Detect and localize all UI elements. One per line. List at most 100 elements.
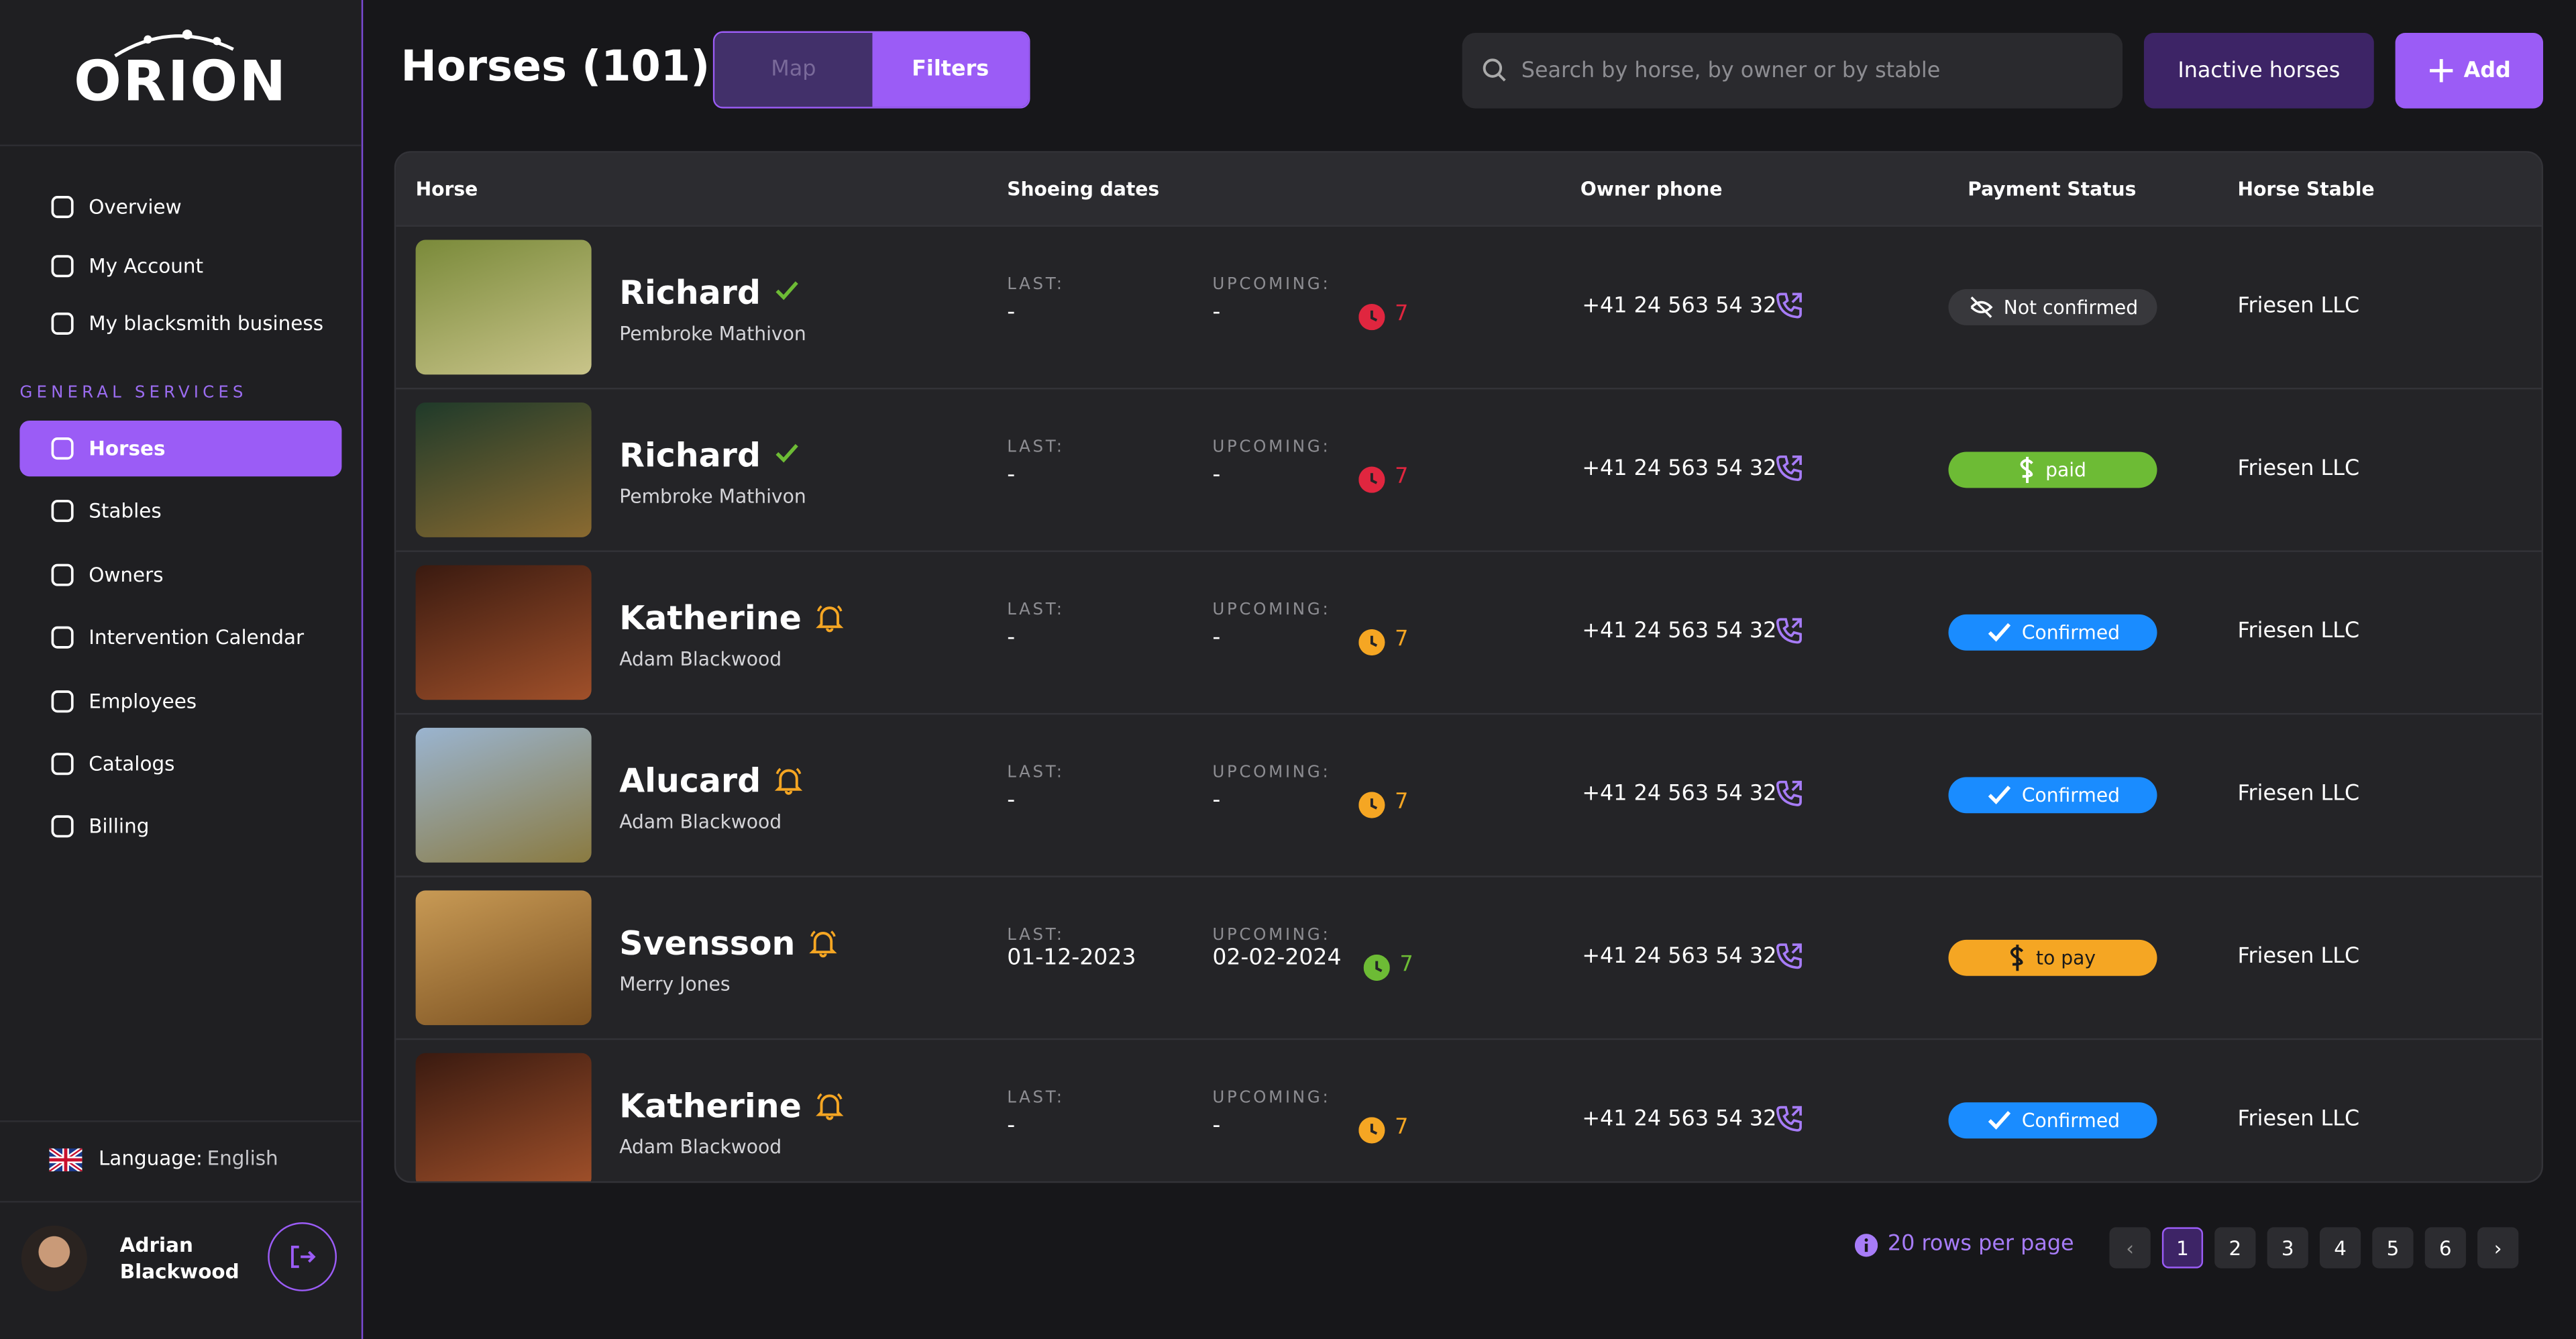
payment-label: Confirmed	[2021, 784, 2121, 807]
divider	[0, 1120, 362, 1122]
language-label: Language:	[98, 1146, 203, 1170]
page-button[interactable]: 1	[2161, 1227, 2204, 1269]
last-date: -	[1007, 624, 1016, 651]
page-title: Horses (101)	[400, 42, 710, 93]
nav-icon	[49, 813, 75, 839]
payment-label: to pay	[2036, 946, 2096, 969]
upcoming-label: UPCOMING:	[1212, 601, 1331, 620]
icon-part	[2020, 456, 2033, 484]
horse-owner: Adam Blackwood	[619, 647, 782, 671]
table-row[interactable]: Katherine Adam Blackwood LAST: - UPCOMING: - 7…	[396, 550, 2542, 712]
nav-item[interactable]: Billing	[19, 798, 341, 854]
icon-part	[775, 281, 798, 301]
nav-item[interactable]: Horses	[19, 420, 342, 477]
language-value[interactable]: English	[207, 1146, 278, 1170]
payment-status: Not confirmed	[1948, 289, 2157, 325]
table-row[interactable]: Richard Pembroke Mathivon LAST: - UPCOMING: -…	[396, 225, 2542, 388]
status-icon	[773, 278, 800, 311]
last-label: LAST:	[1007, 1089, 1065, 1108]
icon-part	[1776, 943, 1802, 969]
icon-part	[2020, 456, 2033, 484]
clock-icon	[1363, 954, 1390, 987]
icon-part	[1776, 455, 1802, 481]
prev-page[interactable]: ‹	[2109, 1227, 2151, 1269]
inactive-button[interactable]: Inactive horses	[2143, 32, 2374, 109]
rows-per-page[interactable]: 20 rows per page	[1854, 1232, 2074, 1256]
nav-label: Employees	[89, 690, 197, 713]
page-button[interactable]: 3	[2267, 1227, 2308, 1269]
icon-part	[182, 30, 193, 40]
horse-stable: Friesen LLC	[2237, 945, 2360, 969]
horse-photo	[415, 565, 592, 700]
view-toggle: Map Filters	[712, 31, 1030, 109]
icon-part	[51, 312, 74, 335]
nav-label: My Account	[89, 254, 204, 277]
icon-part	[213, 37, 221, 46]
payment-label: Not confirmed	[2003, 295, 2139, 319]
add-label: Add	[2463, 58, 2511, 83]
icon-part	[816, 1093, 844, 1120]
nav-item[interactable]: My Account	[19, 237, 341, 293]
clock-icon	[1358, 466, 1385, 500]
table-row[interactable]: Svensson Merry Jones LAST: 01-12-2023 UPCOMI…	[396, 875, 2542, 1038]
nav-item[interactable]: Owners	[19, 547, 341, 603]
nav-item[interactable]: Employees	[19, 674, 341, 729]
icon-part	[2010, 945, 2024, 971]
icon-part	[1358, 792, 1385, 818]
icon-part	[809, 930, 837, 958]
call-icon	[1774, 616, 1804, 652]
page-button[interactable]: 5	[2372, 1227, 2414, 1269]
page-button[interactable]: 2	[2214, 1227, 2256, 1269]
payment-status: Confirmed	[1948, 614, 2157, 651]
next-page[interactable]: ›	[2477, 1227, 2519, 1269]
page-button[interactable]: 6	[2424, 1227, 2466, 1269]
logout-button[interactable]	[268, 1222, 337, 1291]
search-box[interactable]: Search by horse, by owner or by stable	[1462, 32, 2123, 109]
icon-part	[51, 564, 74, 586]
icon-part	[1370, 473, 1378, 484]
last-date: -	[1007, 299, 1016, 325]
payment-status: Confirmed	[1948, 777, 2157, 814]
payment-label: Confirmed	[2021, 621, 2121, 645]
nav-item[interactable]: Overview	[19, 179, 341, 235]
icon-part	[1358, 1117, 1385, 1144]
status-icon	[773, 440, 800, 473]
interval-count: 7	[1395, 1115, 1409, 1140]
table-row[interactable]: Alucard Adam Blackwood LAST: - UPCOMING: - 7 +4…	[396, 712, 2542, 875]
page-button[interactable]: 4	[2319, 1227, 2361, 1269]
nav-item[interactable]: My blacksmith business	[19, 296, 341, 352]
nav-item[interactable]: Catalogs	[19, 736, 341, 792]
payment-icon	[1986, 782, 2012, 808]
payment-icon	[2019, 456, 2035, 484]
horse-photo	[415, 890, 592, 1026]
horse-owner: Adam Blackwood	[619, 1135, 782, 1159]
filters-toggle[interactable]: Filters	[872, 32, 1029, 107]
upcoming-label: UPCOMING:	[1212, 1089, 1331, 1108]
icon-part	[775, 443, 798, 463]
upcoming-date: -	[1212, 462, 1221, 488]
upcoming-date: 02-02-2024	[1212, 945, 1342, 971]
upcoming-label: UPCOMING:	[1212, 763, 1331, 782]
last-label: LAST:	[1007, 601, 1065, 620]
nav-icon	[49, 194, 75, 220]
table-row[interactable]: Katherine Adam Blackwood LAST: - UPCOMING: - 7…	[396, 1038, 2542, 1181]
icon-part	[51, 437, 74, 460]
table-row[interactable]: Richard Pembroke Mathivon LAST: - UPCOMING: -…	[396, 387, 2542, 550]
icon-part	[1358, 304, 1385, 331]
icon-part	[1776, 292, 1802, 319]
icon-part	[51, 564, 74, 586]
nav-item[interactable]: Intervention Calendar	[19, 610, 341, 665]
map-toggle[interactable]: Map	[714, 32, 873, 107]
add-button[interactable]: Add	[2395, 32, 2544, 109]
horse-name: Alucard	[619, 760, 761, 800]
icon-part	[51, 196, 74, 219]
icon-part	[774, 769, 803, 795]
user-avatar	[21, 1225, 87, 1291]
horse-name: Katherine	[619, 598, 802, 638]
upcoming-date: -	[1212, 299, 1221, 325]
nav-item[interactable]: Stables	[19, 483, 341, 539]
interval-count: 7	[1395, 302, 1409, 327]
payment-status: to pay	[1948, 939, 2157, 976]
icon-part	[49, 1148, 83, 1172]
horse-stable: Friesen LLC	[2237, 619, 2360, 645]
